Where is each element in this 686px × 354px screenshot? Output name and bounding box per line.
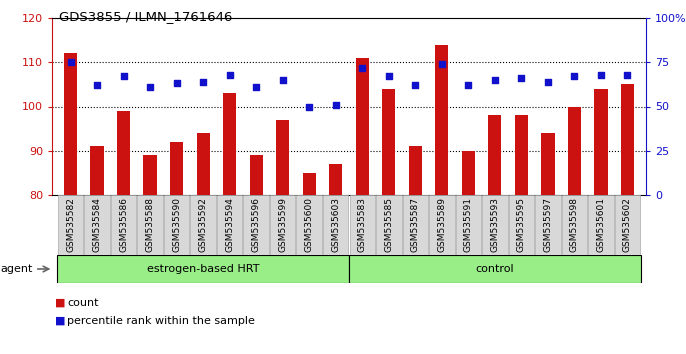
FancyBboxPatch shape (164, 195, 189, 255)
Point (304, 104, 315, 109)
Point (569, 74, 580, 79)
Text: GSM535583: GSM535583 (358, 197, 367, 252)
Bar (568, 107, 581, 195)
Point (65, 59, 76, 65)
Text: GSM535602: GSM535602 (623, 197, 632, 252)
FancyBboxPatch shape (244, 195, 269, 255)
Text: ■: ■ (56, 298, 66, 308)
FancyBboxPatch shape (58, 195, 83, 255)
Bar (355, 58, 369, 195)
Text: GSM535594: GSM535594 (225, 197, 234, 252)
Point (410, 82, 421, 88)
Point (118, 74, 129, 79)
Text: GSM535582: GSM535582 (66, 197, 75, 252)
Bar (223, 93, 236, 195)
Bar (488, 115, 501, 195)
Text: GSM535584: GSM535584 (93, 197, 102, 252)
Point (543, 79, 554, 85)
Point (622, 72, 633, 78)
FancyBboxPatch shape (456, 195, 481, 255)
Text: count: count (67, 298, 99, 308)
Bar (276, 120, 289, 195)
FancyBboxPatch shape (403, 195, 428, 255)
Point (171, 81, 182, 86)
FancyBboxPatch shape (429, 195, 455, 255)
Text: GSM535603: GSM535603 (331, 197, 340, 252)
FancyBboxPatch shape (376, 195, 401, 255)
Bar (329, 164, 342, 195)
Text: GSM535587: GSM535587 (411, 197, 420, 252)
Point (277, 77, 288, 83)
Text: estrogen-based HRT: estrogen-based HRT (147, 264, 259, 274)
Bar (303, 173, 316, 195)
FancyBboxPatch shape (84, 195, 110, 255)
Text: GSM535600: GSM535600 (305, 197, 314, 252)
Point (198, 79, 209, 85)
Bar (64, 53, 78, 195)
FancyBboxPatch shape (270, 195, 296, 255)
Text: GSM535593: GSM535593 (490, 197, 499, 252)
Point (436, 61, 447, 67)
Text: GSM535598: GSM535598 (570, 197, 579, 252)
Text: GSM535589: GSM535589 (437, 197, 447, 252)
Bar (143, 155, 156, 195)
Point (330, 102, 341, 108)
FancyBboxPatch shape (349, 255, 641, 283)
Bar (409, 146, 422, 195)
FancyBboxPatch shape (137, 195, 163, 255)
Text: GSM535597: GSM535597 (543, 197, 552, 252)
Bar (250, 155, 263, 195)
FancyBboxPatch shape (111, 195, 137, 255)
Point (463, 82, 474, 88)
FancyBboxPatch shape (508, 195, 534, 255)
FancyBboxPatch shape (296, 195, 322, 255)
Point (145, 84, 156, 90)
FancyBboxPatch shape (217, 195, 242, 255)
Bar (170, 142, 183, 195)
Bar (541, 133, 554, 195)
Text: GSM535585: GSM535585 (384, 197, 393, 252)
FancyBboxPatch shape (562, 195, 587, 255)
Text: GSM535599: GSM535599 (279, 197, 287, 252)
FancyBboxPatch shape (535, 195, 560, 255)
Text: GSM535586: GSM535586 (119, 197, 128, 252)
Bar (594, 89, 608, 195)
FancyBboxPatch shape (588, 195, 614, 255)
FancyBboxPatch shape (482, 195, 508, 255)
Bar (621, 84, 634, 195)
Text: GDS3855 / ILMN_1761646: GDS3855 / ILMN_1761646 (59, 10, 233, 23)
Point (595, 72, 606, 78)
Text: percentile rank within the sample: percentile rank within the sample (67, 316, 255, 326)
FancyBboxPatch shape (58, 255, 349, 283)
Point (489, 77, 500, 83)
FancyBboxPatch shape (323, 195, 348, 255)
Text: ■: ■ (56, 316, 66, 326)
Text: GSM535601: GSM535601 (596, 197, 606, 252)
Text: GSM535595: GSM535595 (517, 197, 526, 252)
Point (250, 84, 261, 90)
Bar (435, 45, 449, 195)
Point (383, 74, 394, 79)
Text: agent: agent (1, 264, 33, 274)
Point (516, 75, 527, 81)
Point (92, 82, 103, 88)
Bar (382, 89, 395, 195)
Text: GSM535591: GSM535591 (464, 197, 473, 252)
Text: GSM535596: GSM535596 (252, 197, 261, 252)
Point (224, 72, 235, 78)
FancyBboxPatch shape (191, 195, 216, 255)
Bar (117, 111, 130, 195)
Text: GSM535592: GSM535592 (199, 197, 208, 252)
Bar (91, 146, 104, 195)
Text: control: control (475, 264, 514, 274)
Bar (196, 133, 210, 195)
FancyBboxPatch shape (350, 195, 375, 255)
Bar (462, 151, 475, 195)
FancyBboxPatch shape (615, 195, 640, 255)
Bar (514, 115, 528, 195)
Point (357, 65, 368, 70)
Text: GSM535590: GSM535590 (172, 197, 181, 252)
Text: GSM535588: GSM535588 (145, 197, 154, 252)
